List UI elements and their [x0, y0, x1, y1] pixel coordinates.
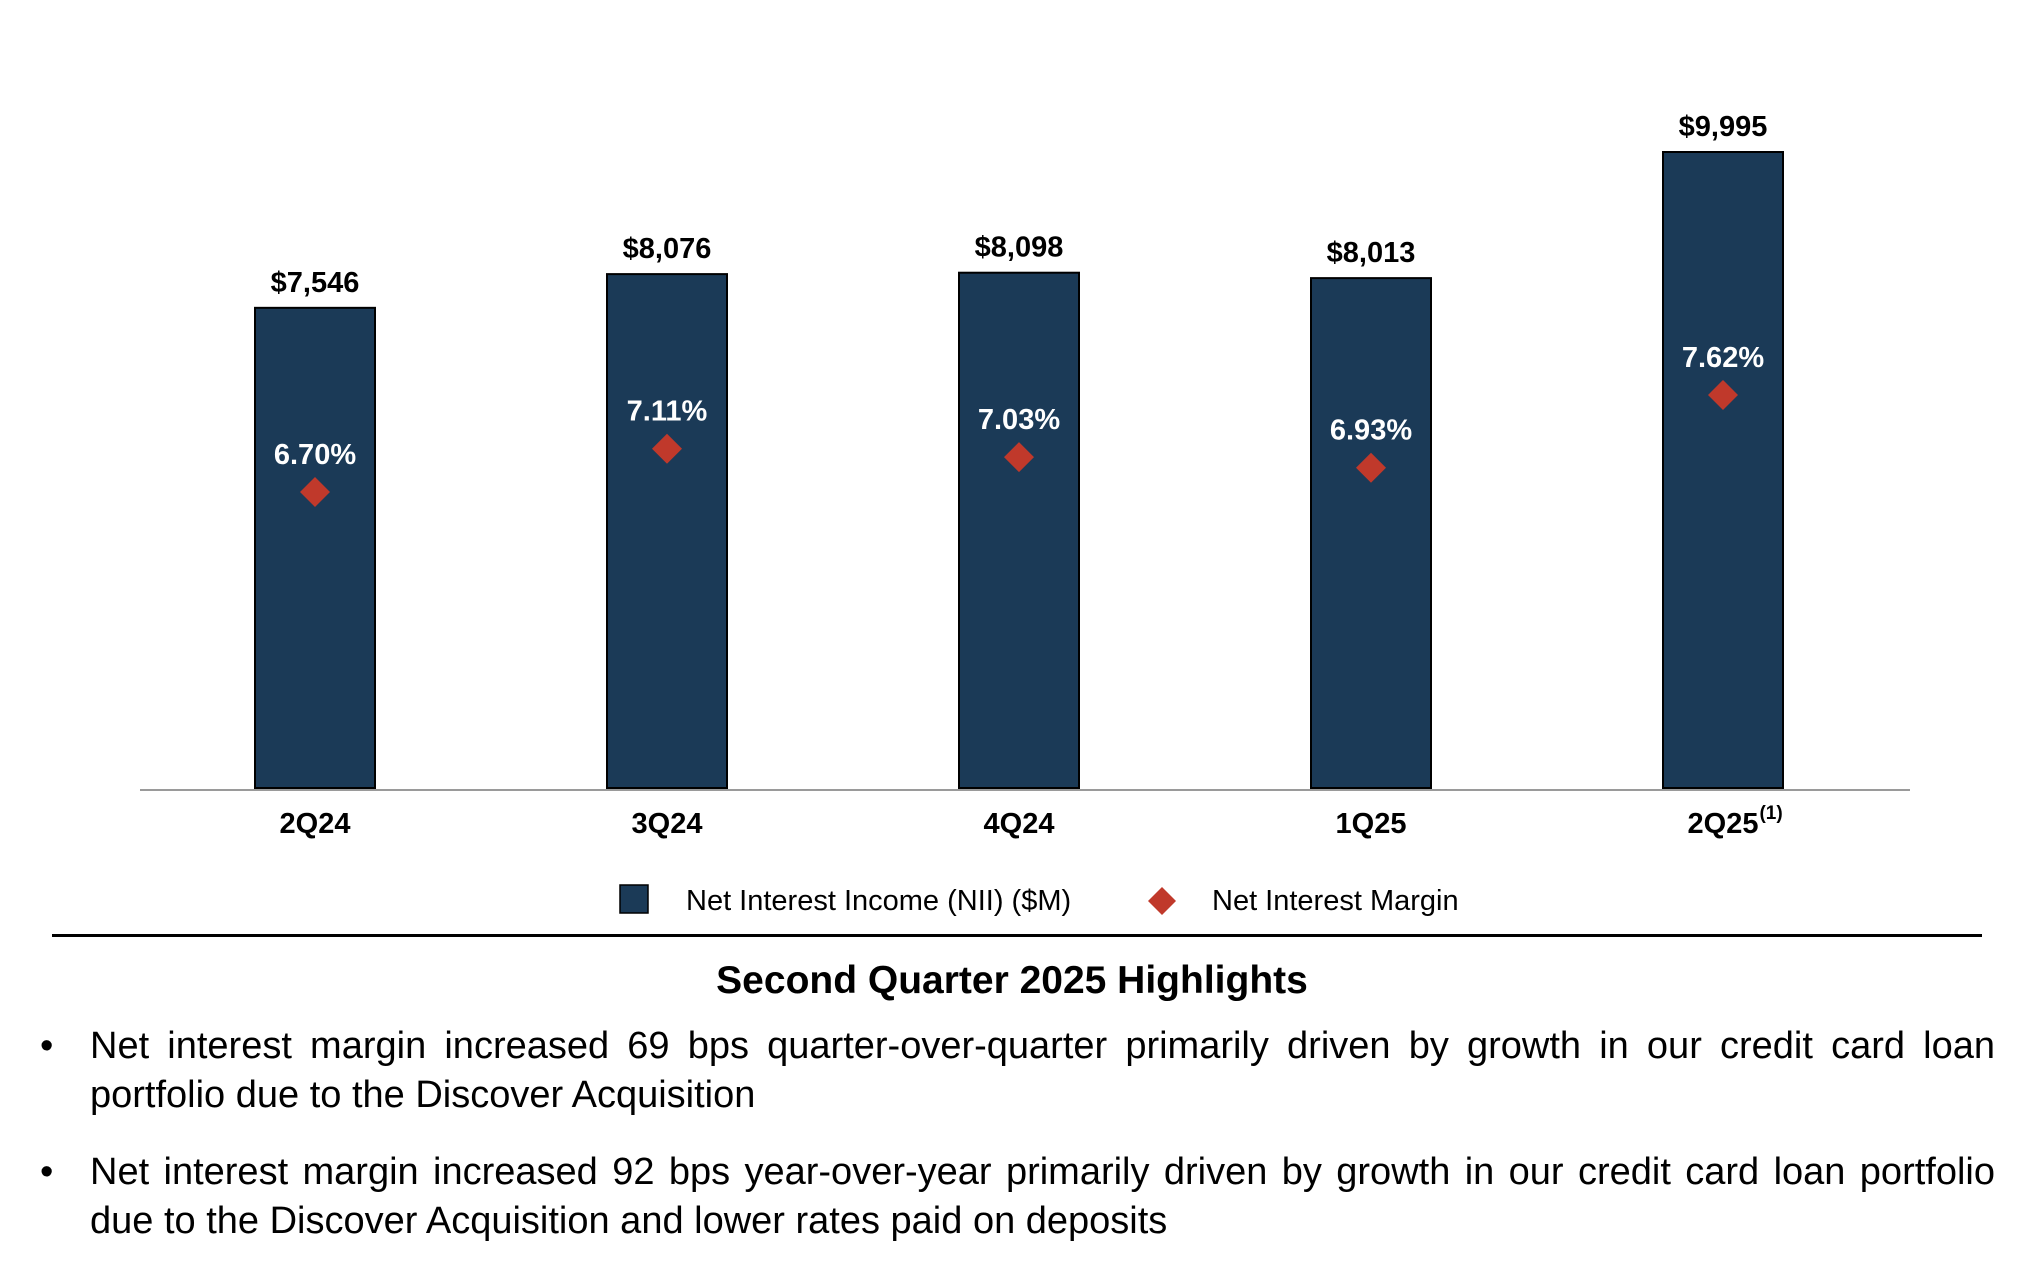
nii-bar-4q24	[958, 271, 1080, 790]
bullet-dot-icon: •	[40, 1151, 54, 1193]
highlight-bullet: • Net interest margin increased 69 bps q…	[40, 1022, 1995, 1120]
nim-marker-diamond-icon	[1356, 452, 1386, 483]
nii-value-label: $7,546	[271, 267, 360, 299]
legend-nim-label: Net Interest Margin	[1212, 885, 1459, 917]
nim-value-label: 7.03%	[978, 404, 1060, 436]
nii-value-label: $9,995	[1679, 111, 1768, 143]
nim-value-label: 6.70%	[274, 439, 356, 471]
x-tick-footnote: (1)	[1759, 803, 1782, 824]
markers-layer	[300, 379, 1738, 507]
nim-value-label: 7.62%	[1682, 342, 1764, 374]
x-axis-ticks: 2Q24 3Q24 4Q24 1Q25 2Q25 (1)	[280, 803, 1783, 840]
highlights-title: Second Quarter 2025 Highlights	[716, 959, 1308, 1002]
nii-value-label: $8,076	[623, 233, 712, 265]
legend-nim-diamond-icon	[1148, 887, 1176, 915]
x-tick-label: 2Q25	[1688, 808, 1759, 840]
nim-marker-diamond-icon	[1004, 442, 1034, 473]
highlights-list: • Net interest margin increased 69 bps q…	[40, 1022, 1995, 1274]
section-divider	[52, 934, 1982, 937]
nim-value-label: 6.93%	[1330, 415, 1412, 447]
x-tick-label: 2Q24	[280, 808, 351, 840]
legend-nii-label: Net Interest Income (NII) ($M)	[686, 885, 1071, 917]
nim-marker-diamond-icon	[1708, 379, 1738, 410]
nim-marker-diamond-icon	[300, 477, 330, 507]
highlight-bullet: • Net interest margin increased 92 bps y…	[40, 1148, 1995, 1246]
nii-bar-2q24	[254, 306, 376, 789]
x-tick-label: 4Q24	[984, 808, 1055, 840]
nii-bar-3q24	[606, 273, 728, 790]
nim-marker-diamond-icon	[652, 433, 682, 464]
highlight-text: Net interest margin increased 92 bps yea…	[90, 1151, 1995, 1242]
nii-bar-2q25	[1662, 151, 1784, 789]
highlight-text: Net interest margin increased 69 bps qua…	[90, 1025, 1995, 1116]
nii-bar-1q25	[1310, 277, 1432, 789]
bullet-dot-icon: •	[40, 1025, 54, 1067]
bars-layer	[254, 151, 1784, 790]
nii-nim-chart: $7,546 6.70% $8,076 7.11% $8,098 7.03% $8,013 6…	[140, 111, 1910, 917]
x-tick-label: 1Q25	[1336, 808, 1407, 840]
nii-value-label: $8,098	[975, 232, 1064, 264]
legend-nii-swatch	[619, 884, 649, 914]
labels-layer: $7,546 6.70% $8,076 7.11% $8,098 7.03% $8,013 6…	[271, 111, 1768, 471]
nim-value-label: 7.11%	[627, 396, 708, 428]
chart-legend: Net Interest Income (NII) ($M) Net Inter…	[619, 884, 1459, 917]
x-tick-label: 3Q24	[632, 808, 703, 840]
nii-value-label: $8,013	[1327, 237, 1416, 269]
